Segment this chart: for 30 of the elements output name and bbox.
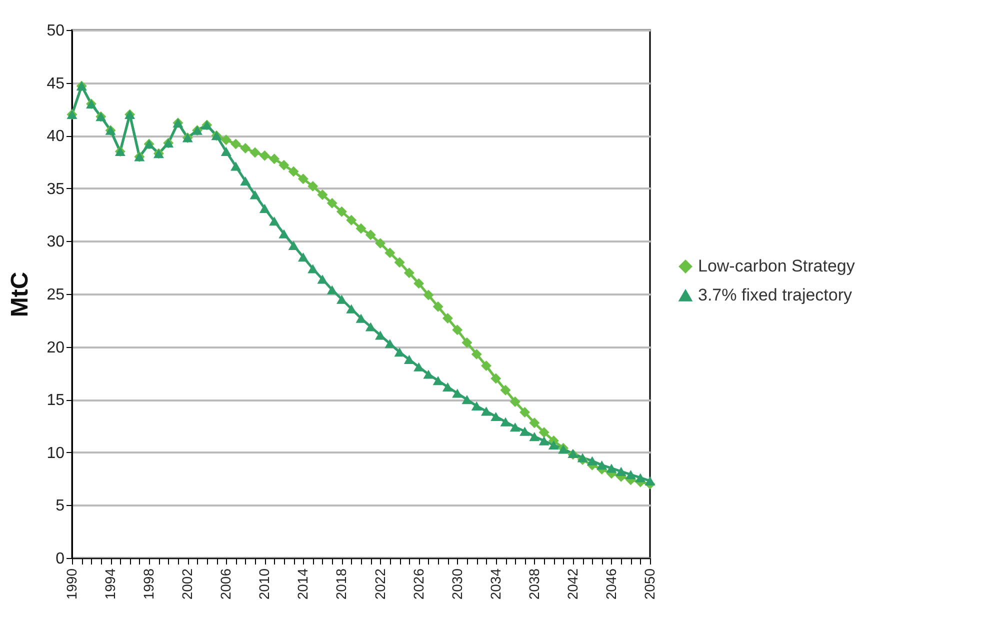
x-tick-label: 2046 [602, 568, 619, 600]
x-tick-label: 1990 [64, 568, 80, 600]
x-tick-label: 2038 [526, 568, 542, 600]
y-tick-label: 35 [46, 180, 65, 198]
x-tick-label: 2030 [448, 568, 465, 600]
y-tick-label: 30 [46, 234, 65, 251]
y-tick-label: 45 [46, 75, 65, 92]
y-axis-title: MtC [6, 272, 34, 318]
y-tick-label: 0 [56, 550, 65, 568]
x-tick-label: 2034 [487, 568, 504, 600]
x-tick-label: 1998 [140, 568, 157, 600]
y-tick-label: 50 [46, 22, 65, 40]
x-tick-label: 2042 [564, 568, 580, 600]
x-tick-label: 2010 [256, 568, 272, 600]
y-tick-label: 5 [56, 498, 65, 515]
x-tick-label: 2022 [372, 568, 388, 600]
x-tick-label: 1994 [102, 568, 118, 600]
x-tick-label: 2006 [218, 568, 234, 600]
x-tick-label: 2026 [410, 568, 426, 600]
legend-label: Low-carbon Strategy [698, 256, 856, 276]
x-tick-label: 2014 [294, 568, 311, 600]
y-tick-label: 25 [46, 286, 65, 304]
y-tick-label: 15 [46, 392, 65, 410]
legend-label: 3.7% fixed trajectory [698, 286, 853, 304]
y-tick-label: 20 [46, 339, 65, 356]
y-tick-label: 10 [46, 444, 65, 462]
x-tick-label: 2002 [179, 568, 196, 600]
x-tick-label: 2018 [333, 568, 350, 600]
y-tick-label: 40 [46, 128, 65, 146]
x-tick-label: 2050 [642, 568, 658, 600]
